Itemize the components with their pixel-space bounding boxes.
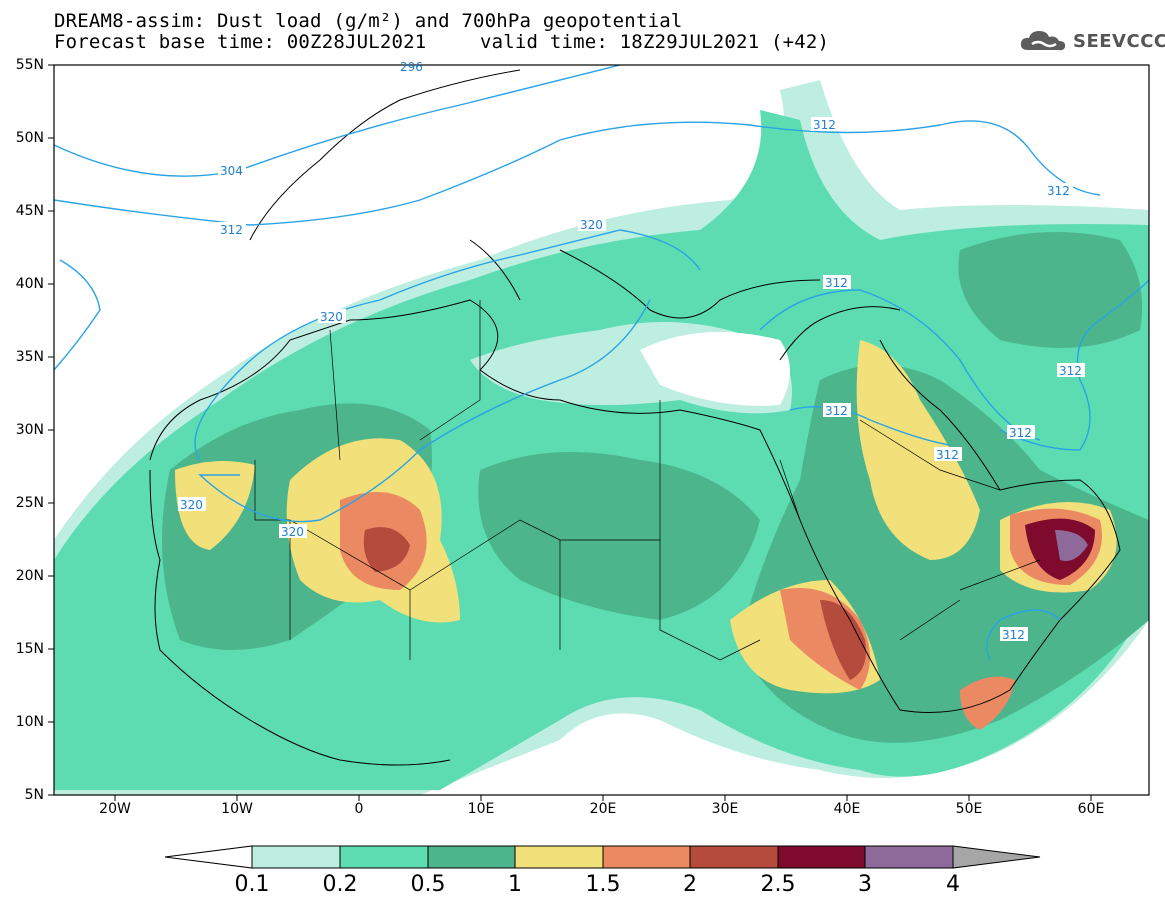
contour-label-group: 304 312 312 312 312 312 312 312 312 312 … <box>178 60 1085 642</box>
lat-label: 55N <box>15 57 44 73</box>
lat-label: 10N <box>15 714 44 730</box>
contour-label: 312 <box>825 404 848 418</box>
contour-label: 312 <box>936 448 959 462</box>
lat-label: 35N <box>15 349 44 365</box>
contour-label: 320 <box>281 525 304 539</box>
dust-purple-oman <box>1055 530 1088 561</box>
lon-label: 40E <box>833 801 861 817</box>
colorbar-label: 1 <box>508 872 522 897</box>
lat-label: 5N <box>24 787 44 803</box>
contour-label: 312 <box>825 276 848 290</box>
lat-label: 45N <box>15 203 44 219</box>
lat-label: 20N <box>15 568 44 584</box>
lon-label: 30E <box>711 801 739 817</box>
seevccc-logo: SEEVCCC <box>1018 27 1165 55</box>
contour-label: 296 <box>400 60 423 74</box>
lat-label: 30N <box>15 422 44 438</box>
lat-label: 40N <box>15 276 44 292</box>
colorbar-label: 1.5 <box>585 872 621 897</box>
colorbar-label: 0.5 <box>410 872 446 897</box>
dust-darkred-redsea <box>820 600 866 680</box>
clear-east-med <box>640 332 790 406</box>
dust-darkred-sahara <box>363 527 410 572</box>
lon-label: 50E <box>955 801 983 817</box>
contour-label: 312 <box>220 223 243 237</box>
axis-ticks <box>48 64 1092 801</box>
dust-orange-somalia <box>960 676 1015 730</box>
map-title: DREAM8-assim: Dust load (g/m²) and 700hP… <box>54 10 683 32</box>
colorbar-label: 3 <box>858 872 872 897</box>
valid-time: valid time: 18Z29JUL2021 (+42) <box>480 31 830 53</box>
lon-label: 60E <box>1077 801 1105 817</box>
contour-label: 320 <box>580 218 603 232</box>
colorbar-label: 4 <box>946 872 960 897</box>
lat-label: 15N <box>15 641 44 657</box>
contour-label: 312 <box>1047 184 1070 198</box>
dust-yellow-iraq <box>856 340 980 560</box>
contour-label: 320 <box>320 310 343 324</box>
lon-label: 20E <box>589 801 617 817</box>
lat-label: 50N <box>15 130 44 146</box>
contour-label: 312 <box>1059 364 1082 378</box>
lon-label: 20W <box>99 801 131 817</box>
colorbar-label: 2.5 <box>760 872 796 897</box>
forecast-base-time: Forecast base time: 00Z28JUL2021 <box>54 31 427 53</box>
lat-label: 25N <box>15 495 44 511</box>
contour-label: 304 <box>220 164 243 178</box>
dust-dark-green-3 <box>958 232 1143 348</box>
contour-label: 312 <box>1002 628 1025 642</box>
country-borders <box>254 300 1041 661</box>
geopotential-contours <box>54 65 1149 661</box>
cloud-icon <box>1020 31 1066 51</box>
lon-label: 10W <box>221 801 253 817</box>
colorbar-label: 2 <box>683 872 697 897</box>
contour-label: 320 <box>180 498 203 512</box>
contour-label: 312 <box>1009 426 1032 440</box>
dust-yellow-west <box>175 461 255 550</box>
contour-label: 312 <box>813 118 836 132</box>
lon-label: 0 <box>354 801 364 817</box>
colorbar-label: 0.1 <box>234 872 270 897</box>
dust-dark-green-2 <box>478 452 760 620</box>
logo-text: SEEVCCC <box>1073 30 1165 52</box>
colorbar-label: 0.2 <box>322 872 358 897</box>
lon-label: 10E <box>467 801 495 817</box>
